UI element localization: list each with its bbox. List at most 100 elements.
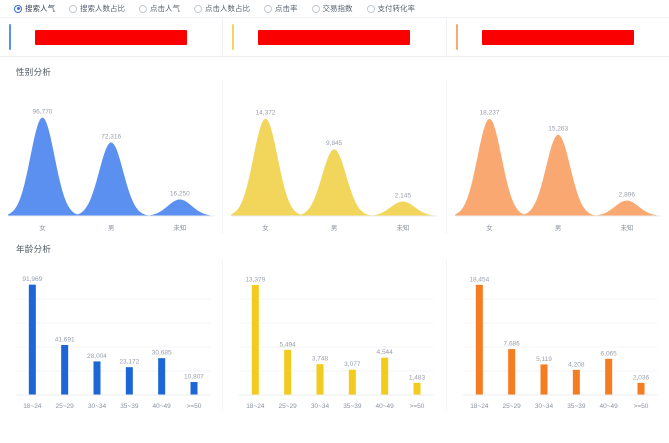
age-value-label-2: 3,748 [312,356,329,363]
age-bar-chart-orange[interactable]: 18,454 18~24 7,686 25~29 5,119 30~34 4,208 35~3… [455,259,661,411]
metric-option-6[interactable]: 支付转化率 [366,4,415,13]
age-category-label-2: 30~34 [535,403,554,410]
gender-category-label-2: 未知 [173,223,186,232]
age-category-label-1: 25~29 [502,403,521,410]
gender-value-label-0: 14,372 [256,109,276,116]
age-value-label-5: 2,036 [633,374,650,381]
age-bar-5[interactable] [413,382,421,395]
gender-category-label-0: 女 [486,223,493,232]
age-bar-0[interactable] [475,284,483,395]
gender-value-label-0: 18,237 [479,110,499,117]
age-value-label-1: 5,494 [280,341,297,348]
radio-icon[interactable] [311,4,320,13]
gender-svg: 96,770 女 72,316 男 16,250 未知 [8,108,215,232]
gender-peak-1 [8,142,215,216]
gender-chart-cell-3: 18,237 女 15,263 男 2,896 未知 [445,82,669,234]
age-bar-3[interactable] [125,367,133,395]
radio-icon[interactable] [14,4,22,13]
age-chart-row: 91,969 18~24 41,691 25~29 28,004 30~34 23,172 3… [0,259,669,411]
age-value-label-2: 28,004 [87,353,107,360]
age-value-label-0: 91,969 [22,276,42,283]
age-bar-0[interactable] [28,284,36,395]
age-bar-2[interactable] [540,364,548,395]
metric-option-label: 点击人数占比 [205,3,250,13]
summary-card-0 [0,18,222,56]
age-bar-4[interactable] [604,358,612,395]
age-bar-1[interactable] [507,349,515,395]
card-accent-bar [455,24,458,50]
age-bar-3[interactable] [572,369,580,395]
metric-option-label: 点击人气 [150,3,180,13]
metric-option-4[interactable]: 点击率 [264,3,298,13]
radio-icon[interactable] [264,4,272,13]
metric-option-label: 点击率 [275,3,298,13]
age-category-label-0: 18~24 [23,403,42,410]
age-category-label-1: 25~29 [279,403,298,410]
age-section-title: 年龄分析 [16,244,52,254]
age-category-label-3: 35~39 [120,403,139,410]
age-bar-4[interactable] [158,358,166,395]
gender-category-label-0: 女 [263,223,270,232]
gender-category-label-2: 未知 [397,223,410,232]
age-bar-0[interactable] [252,285,260,395]
gender-peak-2 [454,200,661,216]
radio-icon[interactable] [139,4,147,13]
redaction-overlay [35,29,188,45]
card-accent-bar [9,24,11,50]
age-category-label-1: 25~29 [56,403,75,410]
gender-value-label-2: 2,145 [395,192,412,199]
gender-area-chart-blue[interactable]: 96,770 女 72,316 男 16,250 未知 [8,82,215,234]
age-bar-1[interactable] [61,344,69,395]
summary-card-1 [222,18,445,56]
radio-icon[interactable] [194,4,202,13]
gender-peak-0 [231,118,438,216]
age-value-label-0: 18,454 [469,276,489,283]
card-accent-bar [232,24,235,50]
metric-option-1[interactable]: 搜索人数占比 [69,3,125,13]
age-svg: 91,969 18~24 41,691 25~29 28,004 30~34 23,172 3… [16,276,211,410]
gender-peak-0 [8,117,215,216]
age-chart-cell-3: 18,454 18~24 7,686 25~29 5,119 30~34 4,208 35~3… [445,259,669,411]
age-bar-4[interactable] [381,357,389,395]
metric-option-5[interactable]: 交易指数 [311,4,353,13]
metric-option-label: 搜索人数占比 [80,3,125,13]
radio-icon[interactable] [366,4,375,13]
age-category-label-4: 40~49 [376,403,395,410]
gender-chart-cell-2: 14,372 女 9,845 男 2,145 未知 [222,82,445,234]
metric-option-2[interactable]: 点击人气 [139,3,180,13]
metric-option-0[interactable]: 搜索人气 [14,3,55,13]
age-category-label-5: >=50 [187,403,202,410]
gender-area-chart-orange[interactable]: 18,237 女 15,263 男 2,896 未知 [454,82,661,234]
age-bar-2[interactable] [316,364,324,395]
age-bar-5[interactable] [637,382,645,395]
gender-value-label-1: 9,845 [326,140,343,147]
gender-peak-0 [454,118,661,216]
age-bar-chart-blue[interactable]: 91,969 18~24 41,691 25~29 28,004 30~34 23,172 3… [8,259,214,411]
gender-value-label-2: 16,250 [170,190,190,197]
gender-peak-1 [454,134,661,216]
redaction-overlay [481,29,634,45]
radio-icon[interactable] [69,4,77,13]
age-bar-5[interactable] [190,382,198,395]
age-value-label-4: 6,065 [600,350,617,357]
age-category-label-2: 30~34 [311,403,330,410]
age-value-label-5: 1,483 [409,374,426,381]
age-value-label-2: 5,119 [536,356,552,363]
age-category-label-0: 18~24 [247,403,266,410]
age-value-label-0: 13,379 [246,277,266,284]
age-chart-cell-1: 91,969 18~24 41,691 25~29 28,004 30~34 23,172 3… [0,259,222,411]
age-bar-chart-yellow[interactable]: 13,379 18~24 5,494 25~29 3,748 30~34 3,077 35~3… [231,259,437,411]
gender-area-chart-yellow[interactable]: 14,372 女 9,845 男 2,145 未知 [231,82,438,234]
age-svg: 13,379 18~24 5,494 25~29 3,748 30~34 3,077 35~3… [239,277,434,410]
metric-option-3[interactable]: 点击人数占比 [194,3,250,13]
metric-option-label: 搜索人气 [25,3,55,13]
age-bar-1[interactable] [284,349,292,395]
age-value-label-3: 4,208 [568,361,585,368]
age-bar-3[interactable] [349,369,357,395]
age-value-label-3: 3,077 [345,361,362,368]
metric-radio-group[interactable]: 搜索人气 搜索人数占比 点击人气 点击人数占比 点击率 交易指数 支付转化率 [0,0,669,17]
age-bar-2[interactable] [93,361,101,395]
age-value-label-1: 7,686 [503,341,520,348]
gender-value-label-1: 15,263 [548,126,568,133]
